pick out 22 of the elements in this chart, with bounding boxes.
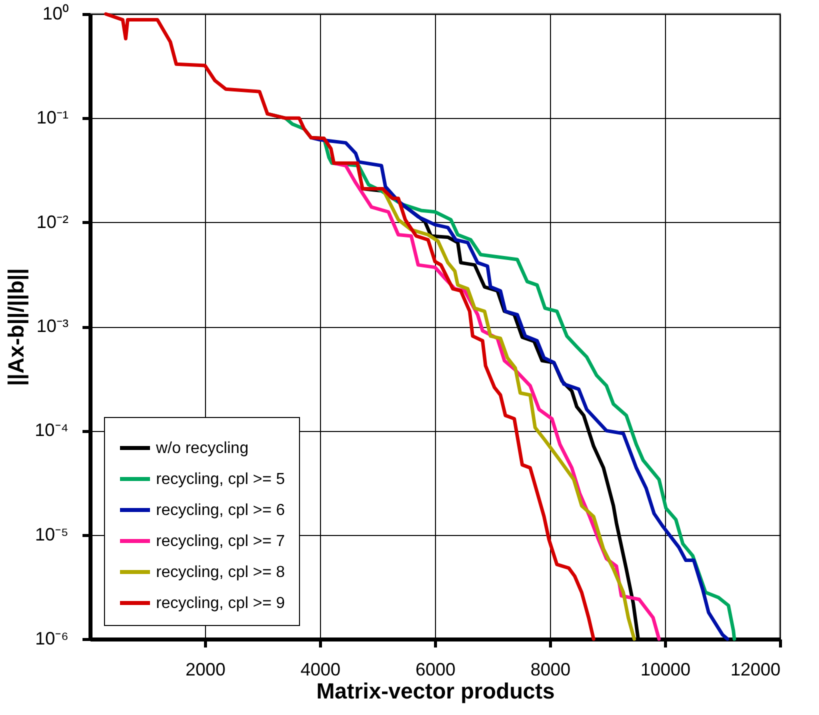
x-tick-label: 10000 (640, 660, 691, 680)
y-tick-label: 10⁻⁵ (35, 524, 68, 544)
line-series (104, 12, 596, 641)
y-tick-label: 10⁻⁶ (35, 628, 68, 648)
legend-label: w/o recycling (155, 440, 248, 457)
x-tick-label: 6000 (415, 660, 456, 680)
legend-label: recycling, cpl >= 6 (156, 502, 286, 519)
y-axis-title: ||Ax-b||/||b|| (4, 268, 29, 386)
x-tick-label: 12000 (730, 660, 780, 680)
y-tick-label: 10⁻² (36, 212, 69, 232)
y-tick-label: 10⁰ (42, 4, 68, 24)
legend-label: recycling, cpl >= 8 (156, 564, 286, 581)
legend-label: recycling, cpl >= 5 (156, 471, 286, 488)
x-tick-label: 4000 (300, 660, 341, 680)
x-axis-title: Matrix-vector products (316, 678, 555, 704)
x-tick-label: 2000 (185, 660, 226, 680)
x-tick-label: 8000 (530, 660, 571, 680)
legend-label: recycling, cpl >= 7 (156, 533, 286, 550)
y-tick-label: 10⁻⁴ (34, 420, 68, 440)
y-tick-label: 10⁻¹ (36, 108, 69, 128)
y-tick-label: 10⁻³ (36, 316, 69, 336)
legend-label: recycling, cpl >= 9 (156, 595, 286, 612)
